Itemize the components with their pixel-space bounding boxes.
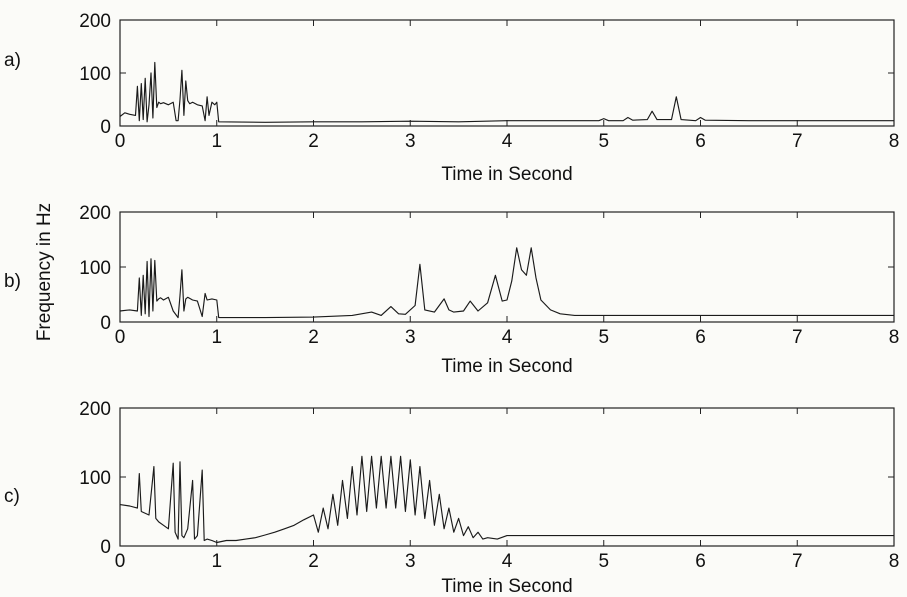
panel-b-x-tick-label-6: 6 bbox=[695, 327, 706, 348]
panel-b-x-tick-label-3: 3 bbox=[405, 327, 416, 348]
panel-c-x-tick-label-0: 0 bbox=[115, 551, 126, 572]
panel-a-x-tick-label-3: 3 bbox=[405, 131, 416, 152]
panel-c-frame bbox=[119, 407, 895, 547]
panel-a-x-tick-label-4: 4 bbox=[502, 131, 513, 152]
shared-y-axis-label: Frequency in Hz bbox=[34, 203, 55, 341]
panel-a-frame-group bbox=[119, 19, 895, 127]
panel-c-x-tick-label-6: 6 bbox=[695, 551, 706, 572]
panel-b-frame bbox=[119, 211, 895, 323]
panel-b-x-tick-label-4: 4 bbox=[502, 327, 513, 348]
panel-a-x-tick-label-2: 2 bbox=[308, 131, 319, 152]
panel-c-x-axis-label: Time in Second bbox=[441, 576, 572, 597]
panel-c-trace-line-0 bbox=[119, 455, 894, 544]
panel-c-x-tick-label-8: 8 bbox=[889, 551, 900, 572]
panel-c-ticks: 0 1 2 3 4 5 6 7 8 0 100 200 bbox=[79, 399, 899, 572]
panel-c-x-tick-label-1: 1 bbox=[211, 551, 222, 572]
panel-a-x-tick-label-8: 8 bbox=[889, 131, 900, 152]
panel-a-y-tick-label-0: 0 bbox=[100, 117, 111, 138]
panel-b-ticks: 0 1 2 3 4 5 6 7 8 0 100 200 bbox=[79, 203, 899, 348]
panel-a-trace-line-0 bbox=[119, 61, 894, 123]
panel-b-y-tick-label-2: 200 bbox=[79, 203, 111, 224]
panel-a-x-tick-label-5: 5 bbox=[598, 131, 609, 152]
panel-a-trace-group bbox=[119, 61, 894, 123]
panel-b-x-tick-label-5: 5 bbox=[598, 327, 609, 348]
panel-a-x-tick-label-0: 0 bbox=[115, 131, 126, 152]
panel-a: 0 1 2 3 4 5 6 7 8 0 100 200 a) Time in Second bbox=[4, 11, 899, 185]
panel-a-y-tick-label-1: 100 bbox=[79, 64, 111, 85]
panel-c-x-tick-label-3: 3 bbox=[405, 551, 416, 572]
panel-b-x-tick-label-2: 2 bbox=[308, 327, 319, 348]
panel-c-x-tick-label-2: 2 bbox=[308, 551, 319, 572]
panel-c-frame-group bbox=[119, 407, 895, 547]
panel-b-x-tick-label-0: 0 bbox=[115, 327, 126, 348]
panel-a-x-tick-label-7: 7 bbox=[792, 131, 803, 152]
panel-b-x-tick-label-1: 1 bbox=[211, 327, 222, 348]
panel-c-y-tick-label-2: 200 bbox=[79, 399, 111, 420]
panel-a-label: a) bbox=[4, 50, 21, 71]
panel-b-trace-line-0 bbox=[119, 247, 894, 319]
panel-c: 0 1 2 3 4 5 6 7 8 0 100 200 c) Time in Second bbox=[4, 399, 899, 597]
panel-b-x-axis-label: Time in Second bbox=[441, 356, 572, 377]
panel-b-x-tick-label-7: 7 bbox=[792, 327, 803, 348]
panel-b-y-tick-label-1: 100 bbox=[79, 258, 111, 279]
panel-b: 0 1 2 3 4 5 6 7 8 0 100 200 b) Time in Second bbox=[4, 203, 899, 377]
panel-c-x-tick-label-5: 5 bbox=[598, 551, 609, 572]
panel-a-y-tick-label-2: 200 bbox=[79, 11, 111, 32]
panel-a-frame bbox=[119, 19, 895, 127]
panel-b-trace-group bbox=[119, 247, 894, 319]
panel-c-x-tick-label-4: 4 bbox=[502, 551, 513, 572]
panel-b-label: b) bbox=[4, 271, 21, 292]
panel-a-x-tick-label-1: 1 bbox=[211, 131, 222, 152]
panel-a-x-axis-label: Time in Second bbox=[441, 164, 572, 185]
panel-a-ticks: 0 1 2 3 4 5 6 7 8 0 100 200 bbox=[79, 11, 899, 152]
panel-b-x-tick-label-8: 8 bbox=[889, 327, 900, 348]
panel-c-trace-group bbox=[119, 455, 894, 544]
panel-b-frame-group bbox=[119, 211, 895, 323]
panel-c-x-tick-label-7: 7 bbox=[792, 551, 803, 572]
panel-c-label: c) bbox=[4, 486, 20, 507]
panel-b-y-tick-label-0: 0 bbox=[100, 313, 111, 334]
panel-c-y-tick-label-0: 0 bbox=[100, 537, 111, 558]
panel-a-x-tick-label-6: 6 bbox=[695, 131, 706, 152]
panel-c-y-tick-label-1: 100 bbox=[79, 468, 111, 489]
